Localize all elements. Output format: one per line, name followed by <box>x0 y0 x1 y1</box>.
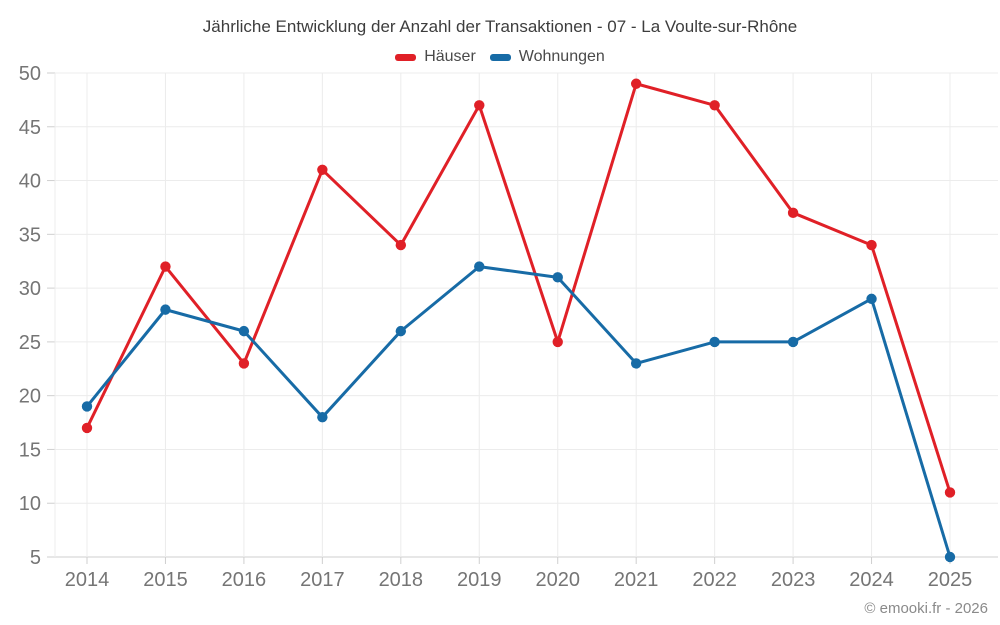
y-tick-label: 35 <box>19 224 41 246</box>
x-tick-label: 2022 <box>692 569 737 591</box>
data-point-häuser <box>395 239 407 251</box>
y-tick-label: 30 <box>19 278 41 300</box>
data-point-häuser <box>81 422 93 434</box>
data-point-wohnungen <box>160 304 171 315</box>
series-line-wohnungen <box>85 265 952 559</box>
copyright: © emooki.fr - 2026 <box>864 600 988 617</box>
legend-swatch-haeuser <box>395 53 417 61</box>
data-point-häuser <box>552 336 563 348</box>
y-tick-label: 10 <box>19 493 41 515</box>
chart-title: Jährliche Entwicklung der Anzahl der Tra… <box>202 17 798 36</box>
x-tick-label: 2015 <box>143 569 188 591</box>
legend-item-wohnungen[interactable]: Wohnungen <box>489 48 605 66</box>
x-tick-label: 2016 <box>222 569 267 591</box>
data-point-häuser <box>160 261 171 272</box>
x-tick-label: 2021 <box>614 569 659 591</box>
y-tick-label: 5 <box>30 547 41 569</box>
data-point-häuser <box>630 78 642 89</box>
data-point-wohnungen <box>317 411 328 423</box>
data-point-häuser <box>709 100 720 111</box>
data-point-wohnungen <box>630 358 642 369</box>
data-point-wohnungen <box>81 401 93 412</box>
data-point-wohnungen <box>944 551 956 563</box>
y-tick-label: 50 <box>19 63 41 85</box>
data-point-häuser <box>866 239 877 251</box>
y-tick-label: 40 <box>19 171 41 193</box>
y-tick-label: 25 <box>19 332 41 354</box>
data-point-häuser <box>317 164 328 175</box>
data-point-wohnungen <box>787 336 799 348</box>
x-tick-label: 2017 <box>300 569 345 591</box>
data-point-wohnungen <box>866 293 877 305</box>
data-point-wohnungen <box>238 325 250 337</box>
legend-label-haeuser: Häuser <box>424 48 476 65</box>
x-tick-label: 2020 <box>535 569 580 591</box>
legend-swatch-wohnungen <box>489 53 511 61</box>
data-point-wohnungen <box>474 261 485 272</box>
x-tick-label: 2018 <box>379 569 424 591</box>
x-tick-label: 2014 <box>65 569 110 591</box>
x-tick-label: 2025 <box>928 569 973 591</box>
x-tick-label: 2019 <box>457 569 502 591</box>
chart-legend: Häuser Wohnungen <box>0 48 1000 66</box>
legend-item-haeuser[interactable]: Häuser <box>395 48 476 66</box>
data-point-häuser <box>787 207 799 219</box>
data-point-wohnungen <box>395 325 407 337</box>
data-point-wohnungen <box>552 272 563 283</box>
series-line-häuser <box>85 82 952 494</box>
data-point-häuser <box>238 358 250 369</box>
data-point-häuser <box>474 100 485 111</box>
y-tick-label: 20 <box>19 386 41 408</box>
x-tick-label: 2023 <box>771 569 816 591</box>
data-point-wohnungen <box>709 336 720 348</box>
x-tick-label: 2024 <box>849 569 894 591</box>
legend-label-wohnungen: Wohnungen <box>518 48 605 65</box>
y-tick-label: 45 <box>19 117 41 139</box>
data-point-häuser <box>944 487 956 498</box>
y-tick-label: 15 <box>19 439 41 461</box>
